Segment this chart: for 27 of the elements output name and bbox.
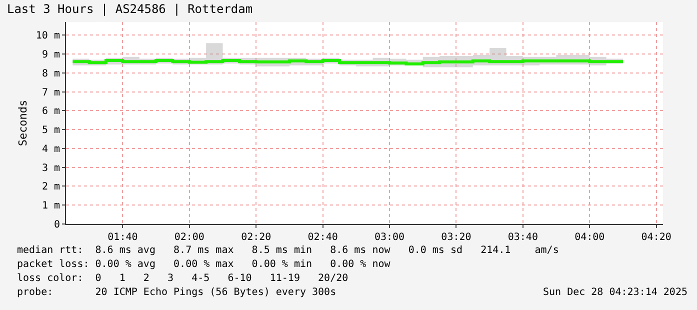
- text: median rtt: 8.6 ms avg 8.7 ms max 8.5 ms min 8.6 ms now 0.0 ms sd 214.1 am/s: [17, 245, 559, 256]
- y-tick-label: 1 m: [42, 200, 60, 212]
- y-tick-label: 5 m: [42, 125, 60, 136]
- x-tick-label: 04:20: [641, 232, 672, 243]
- y-tick-label: 10 m: [36, 30, 60, 42]
- x-tick-label: 03:00: [374, 232, 405, 243]
- chart-title: Last 3 Hours | AS24586 | Rotterdam: [6, 2, 253, 16]
- text: Sun Dec 28 04:23:14 2025: [543, 287, 688, 298]
- y-tick-label: 3 m: [42, 162, 60, 174]
- y-tick-label: 8 m: [42, 68, 60, 80]
- text: packet loss: 0.00 % avg 0.00 % max 0.00 % min 0.00 % now: [17, 259, 392, 270]
- x-tick-label: 02:20: [241, 232, 272, 243]
- text: probe: 20 ICMP Echo Pings (56 Bytes) every 300s: [17, 287, 336, 298]
- x-tick-label: 01:40: [108, 232, 138, 243]
- y-tick-label: 4 m: [42, 144, 60, 155]
- y-tick-label: 9 m: [42, 50, 60, 61]
- y-tick-label: 7 m: [42, 87, 60, 98]
- y-tick-label: 2 m: [42, 182, 60, 193]
- x-tick-label: 03:40: [508, 232, 538, 243]
- x-tick-label: 03:20: [441, 232, 472, 243]
- text: loss color: 0 1 2 3 4-5 6-10 11-19 20/20: [17, 273, 348, 284]
- y-tick-label: 6 m: [42, 106, 60, 118]
- x-tick-label: 02:40: [308, 232, 338, 243]
- y-tick-label: 0: [54, 220, 60, 230]
- x-tick-label: 04:00: [574, 232, 605, 243]
- y-axis-title: Seconds: [16, 100, 30, 146]
- x-tick-label: 02:00: [174, 232, 204, 243]
